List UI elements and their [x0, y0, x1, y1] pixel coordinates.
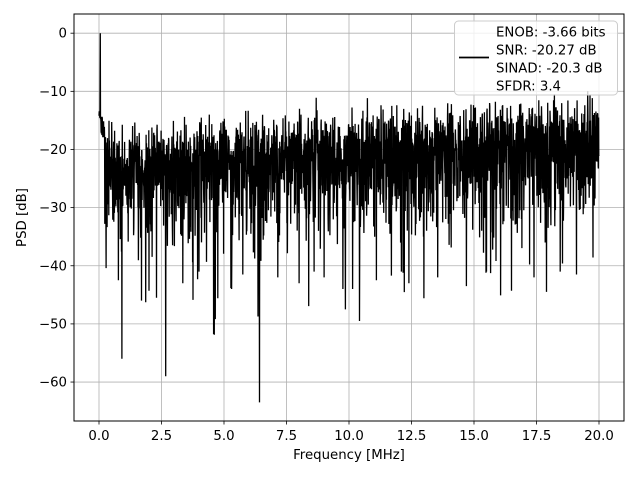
legend-label-line: ENOB: -3.66 bits	[496, 26, 606, 41]
legend-label-line: SINAD: -20.3 dB	[496, 62, 603, 77]
legend: ENOB: -3.66 bits SNR: -20.27 dB SINAD: -20…	[454, 20, 618, 96]
legend-box	[454, 20, 618, 96]
x-tick-label: 17.5	[522, 429, 552, 444]
y-tick-label: −40	[39, 259, 67, 274]
y-tick-label: −50	[39, 317, 67, 332]
x-tick-label: 5.0	[213, 429, 234, 444]
y-tick-label: −60	[39, 376, 67, 391]
x-tick-label: 20.0	[584, 429, 614, 444]
x-axis-label: Frequency [MHz]	[293, 448, 405, 463]
x-axis-ticks: 0.0 2.5 5.0 7.5 10.0 12.5 15.0 17.5 20.0	[88, 421, 614, 444]
legend-labels: ENOB: -3.66 bits SNR: -20.27 dB SINAD: -20…	[496, 26, 606, 95]
y-tick-label: −30	[39, 201, 67, 216]
x-tick-label: 7.5	[276, 429, 297, 444]
legend-label-line: SNR: -20.27 dB	[496, 44, 597, 59]
y-axis-label: PSD [dB]	[15, 188, 30, 247]
x-tick-label: 10.0	[334, 429, 364, 444]
y-tick-label: −10	[39, 85, 67, 100]
x-tick-label: 15.0	[459, 429, 489, 444]
y-tick-label: 0	[59, 27, 67, 42]
legend-label-line: SFDR: 3.4	[496, 80, 561, 95]
psd-signal-trace	[98, 33, 600, 403]
x-tick-label: 0.0	[88, 429, 109, 444]
y-axis-ticks: 0 −10 −20 −30 −40 −50 −60	[39, 27, 74, 391]
y-tick-label: −20	[39, 143, 67, 158]
x-tick-label: 12.5	[397, 429, 427, 444]
x-tick-label: 2.5	[151, 429, 172, 444]
